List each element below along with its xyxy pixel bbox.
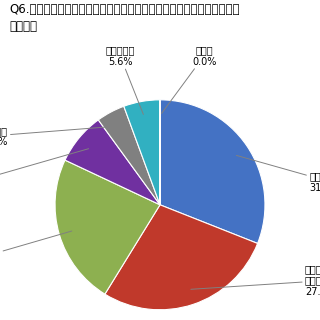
Text: 発生すると思う
31.0%: 発生すると思う 31.0% <box>236 156 320 193</box>
Text: 無回答
0.0%: 無回答 0.0% <box>162 45 216 113</box>
Wedge shape <box>55 160 160 294</box>
Wedge shape <box>98 106 160 205</box>
Text: 発生しないと思う
4.4%: 発生しないと思う 4.4% <box>0 126 115 148</box>
Wedge shape <box>124 100 160 205</box>
Text: どちらかといえば
発生すると思う
27.8%: どちらかといえば 発生すると思う 27.8% <box>191 264 320 297</box>
Text: どちらともいえない
23.2%: どちらともいえない 23.2% <box>0 231 72 270</box>
Text: どちらかというば
発生しないと思う
8.0%: どちらかというば 発生しないと思う 8.0% <box>0 149 89 198</box>
Wedge shape <box>65 120 160 205</box>
Wedge shape <box>160 100 265 244</box>
Text: Q6.近い将来、現在あなたが住んでいる地域で大地震が発生すると思い
ますか。: Q6.近い将来、現在あなたが住んでいる地域で大地震が発生すると思い ますか。 <box>10 3 240 33</box>
Text: わからない
5.6%: わからない 5.6% <box>105 45 143 114</box>
Wedge shape <box>105 205 258 310</box>
